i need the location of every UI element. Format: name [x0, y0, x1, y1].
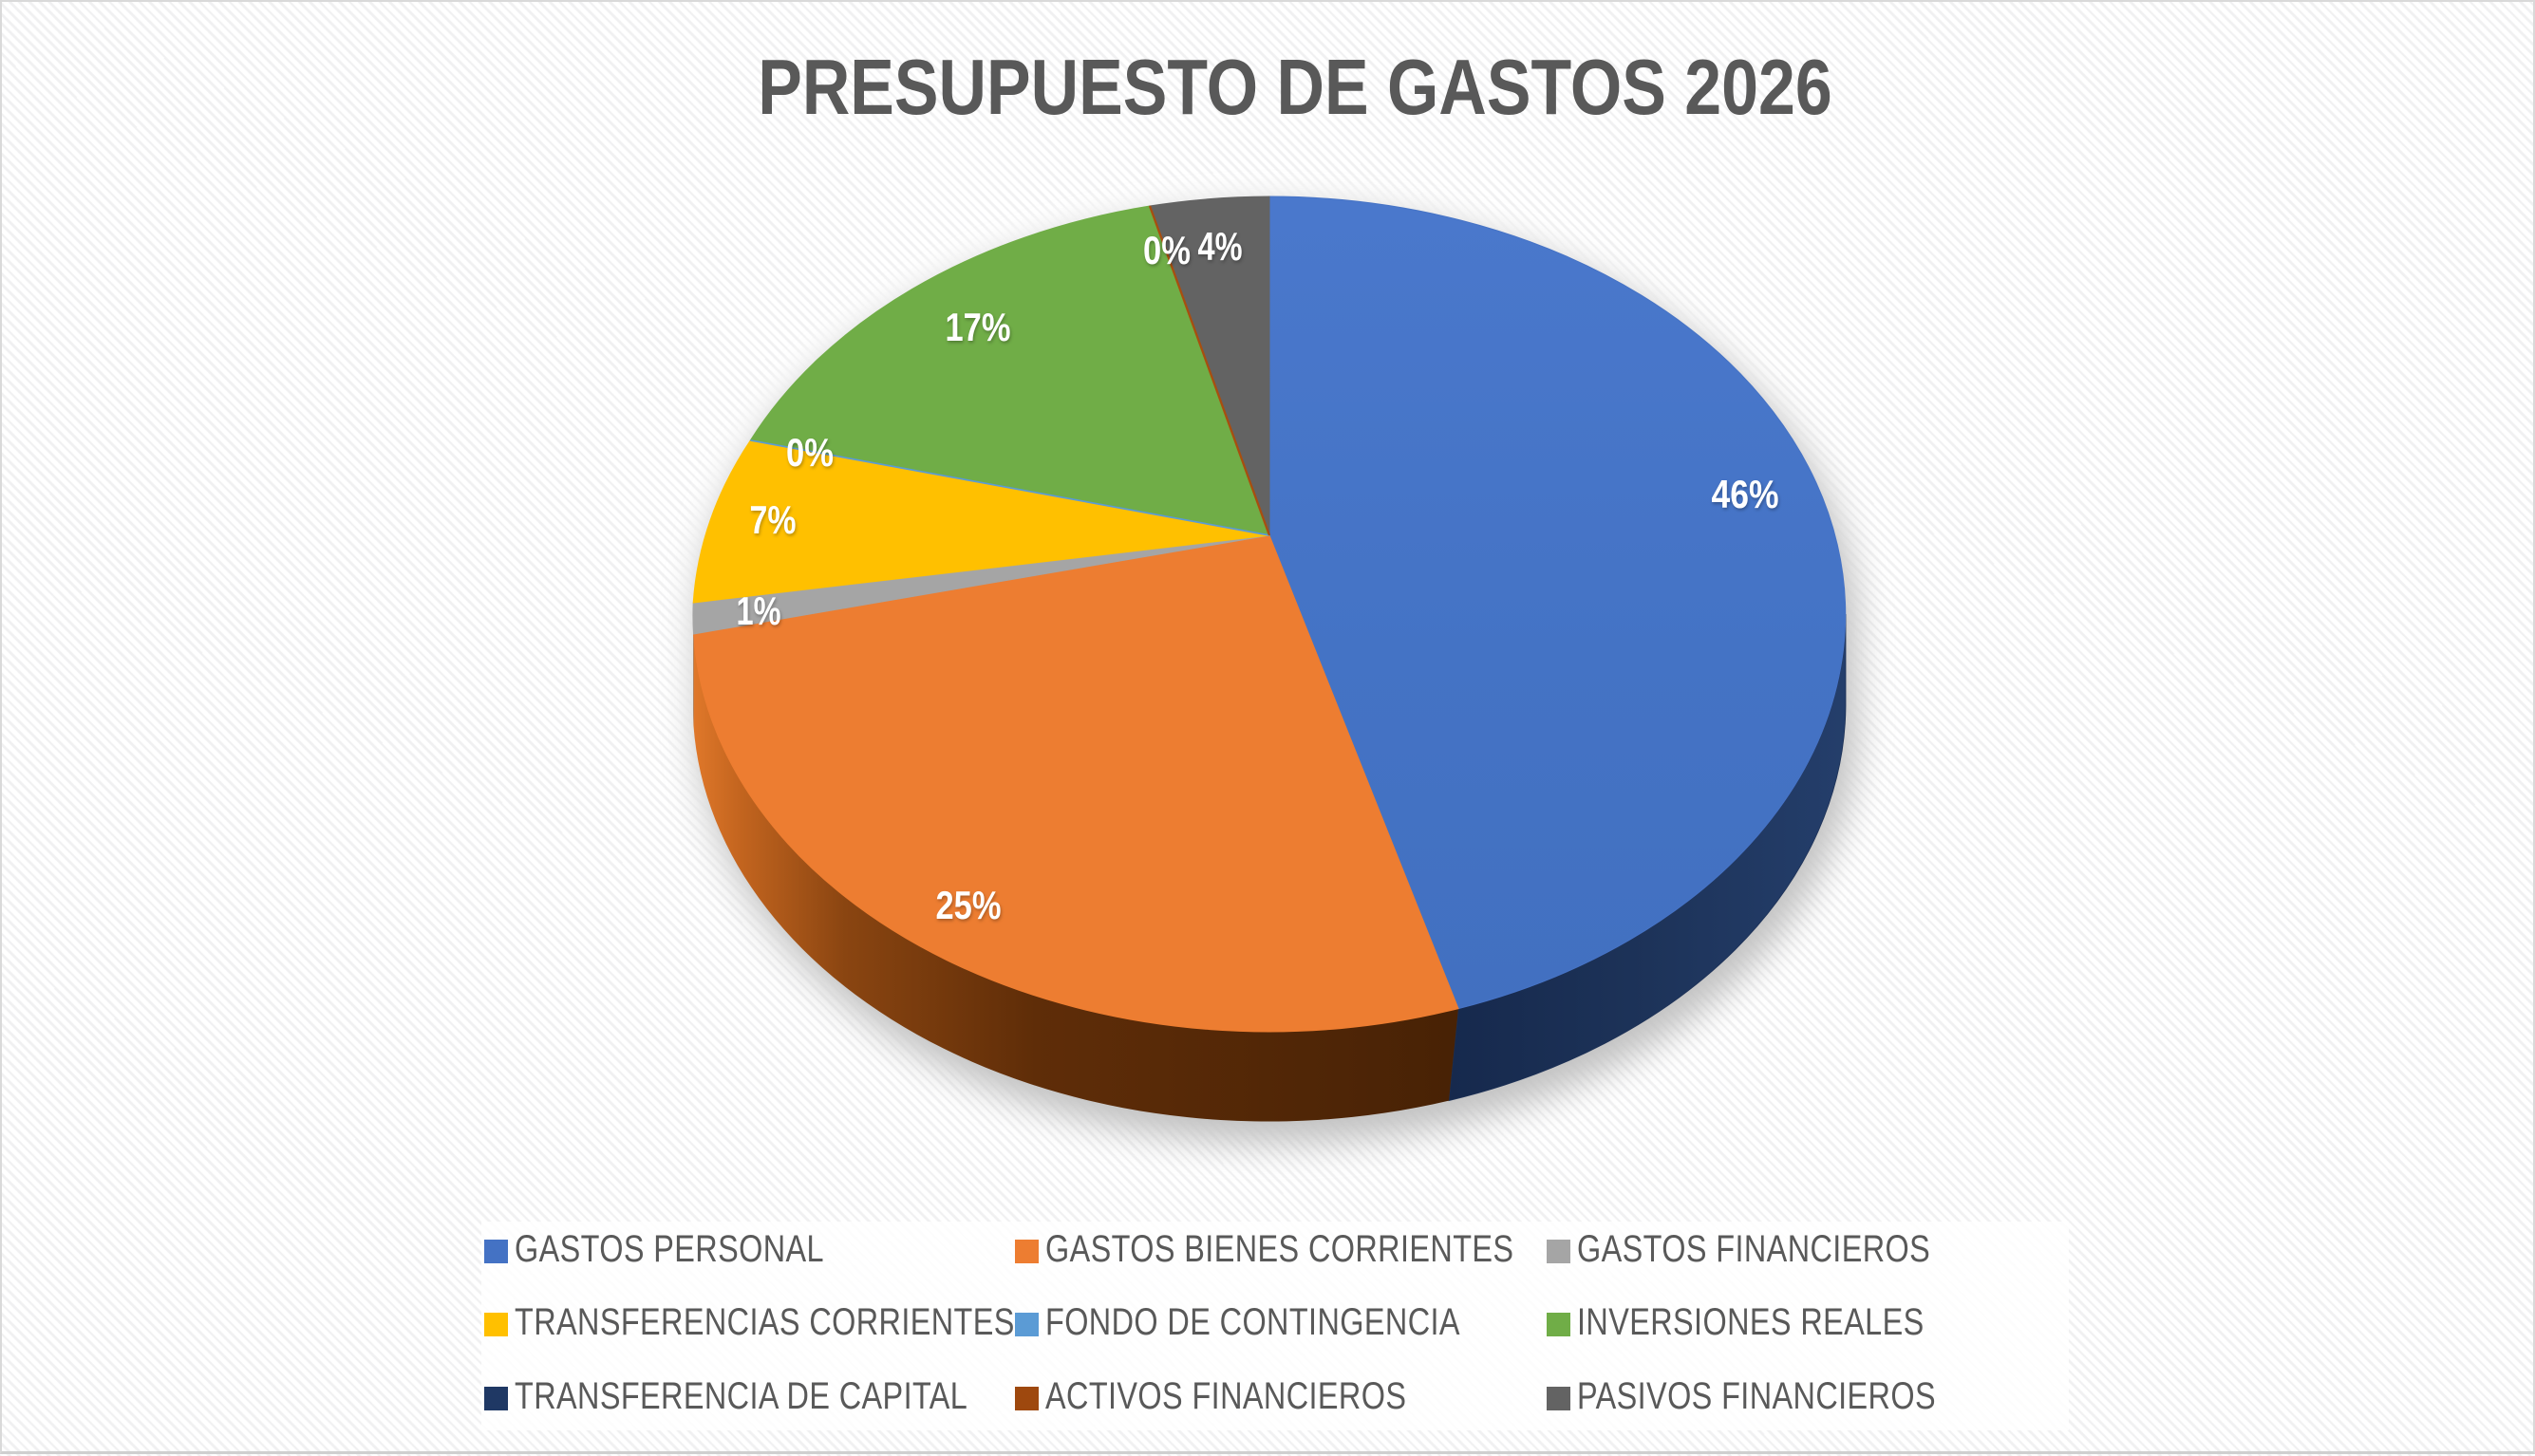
svg-text:25%: 25% — [936, 883, 1002, 927]
svg-text:0%: 0% — [786, 430, 834, 475]
svg-text:17%: 17% — [946, 305, 1011, 349]
svg-text:7%: 7% — [750, 497, 797, 542]
svg-text:0%: 0% — [1143, 228, 1191, 272]
svg-text:1%: 1% — [737, 588, 781, 633]
svg-text:46%: 46% — [1712, 472, 1779, 516]
svg-text:4%: 4% — [1198, 224, 1243, 269]
